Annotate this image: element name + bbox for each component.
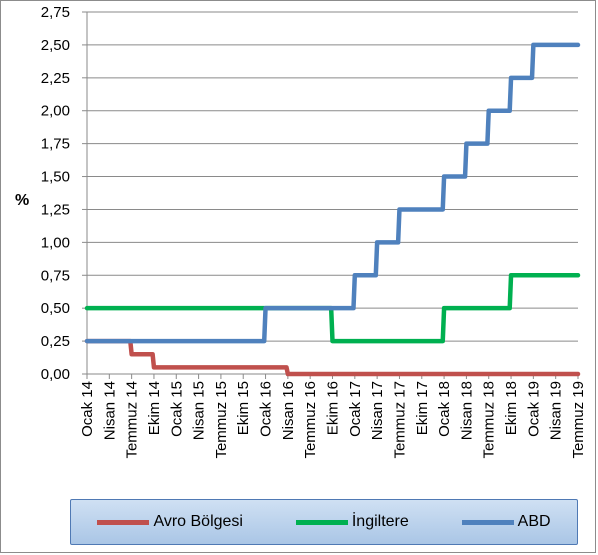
x-tick-label: Ocak 19 (525, 381, 542, 437)
x-tick-label: Ekim 16 (325, 381, 342, 435)
x-tick-label: Ekim 14 (146, 381, 163, 435)
y-tick-label: 2,00 (41, 103, 70, 120)
x-tick-label: Temmuz 14 (124, 381, 141, 459)
x-tick-label: Nisan 19 (548, 381, 565, 440)
series-line-0 (84, 338, 581, 377)
legend-item-ingiltere: İngiltere (295, 513, 409, 531)
x-tick-label: Nisan 14 (101, 381, 118, 440)
legend: Avro Bölgesi İngiltere ABD (70, 499, 578, 545)
x-tick-label: Ocak 17 (347, 381, 364, 437)
y-tick-labels: 0,00 0,25 0,50 0,75 1,00 1,25 1,50 1,75 2,00 2,25… (41, 4, 70, 383)
y-tick-label: 1,00 (41, 234, 70, 251)
series-line-1 (84, 273, 581, 344)
series-line-2 (84, 42, 581, 344)
x-tick-label: Nisan 17 (369, 381, 386, 440)
legend-swatch-ingiltere (295, 519, 348, 525)
y-tick-label: 2,25 (41, 70, 70, 87)
x-tick-labels: Ocak 14 Nisan 14 Temmuz 14 Ekim 14 Ocak 15 Ni… (79, 381, 587, 459)
y-tick-label: 1,75 (41, 136, 70, 153)
legend-label-abd: ABD (517, 513, 551, 530)
y-tick-label: 1,50 (41, 169, 70, 186)
y-axis-label: % (15, 192, 29, 209)
x-tick-label: Temmuz 15 (213, 381, 230, 459)
legend-label-avro: Avro Bölgesi (153, 513, 243, 530)
y-tick-label: 0,25 (41, 333, 70, 350)
x-tick-label: Ocak 16 (258, 381, 275, 437)
y-tick-label: 2,75 (41, 4, 70, 21)
legend-item-avro: Avro Bölgesi (97, 513, 243, 531)
legend-swatch-abd (461, 519, 514, 525)
y-tick-label: 0,75 (41, 267, 70, 284)
y-tick-label: 2,50 (41, 37, 70, 54)
x-tick-label: Ocak 14 (79, 381, 96, 437)
x-tick-label: Nisan 18 (458, 381, 475, 440)
legend-item-abd: ABD (461, 513, 551, 531)
x-tick-label: Nisan 15 (191, 381, 208, 440)
series-lines (84, 42, 581, 377)
x-tick-label: Nisan 16 (280, 381, 297, 440)
x-tick-label: Temmuz 16 (302, 381, 319, 459)
y-tick-label: 1,25 (41, 201, 70, 218)
x-tick-label: Temmuz 17 (391, 381, 408, 459)
x-tick-label: Ocak 15 (168, 381, 185, 437)
axes (82, 11, 579, 379)
y-tick-label: 0,50 (41, 300, 70, 317)
x-tick-label: Ekim 17 (414, 381, 431, 435)
x-tick-label: Temmuz 19 (570, 381, 587, 459)
y-tick-label: 0,00 (41, 366, 70, 383)
x-tick-label: Ekim 15 (235, 381, 252, 435)
x-tick-label: Temmuz 18 (481, 381, 498, 459)
legend-label-ingiltere: İngiltere (351, 513, 409, 530)
legend-swatch-avro (97, 519, 150, 525)
x-tick-label: Ocak 18 (436, 381, 453, 437)
x-tick-label: Ekim 18 (503, 381, 520, 435)
